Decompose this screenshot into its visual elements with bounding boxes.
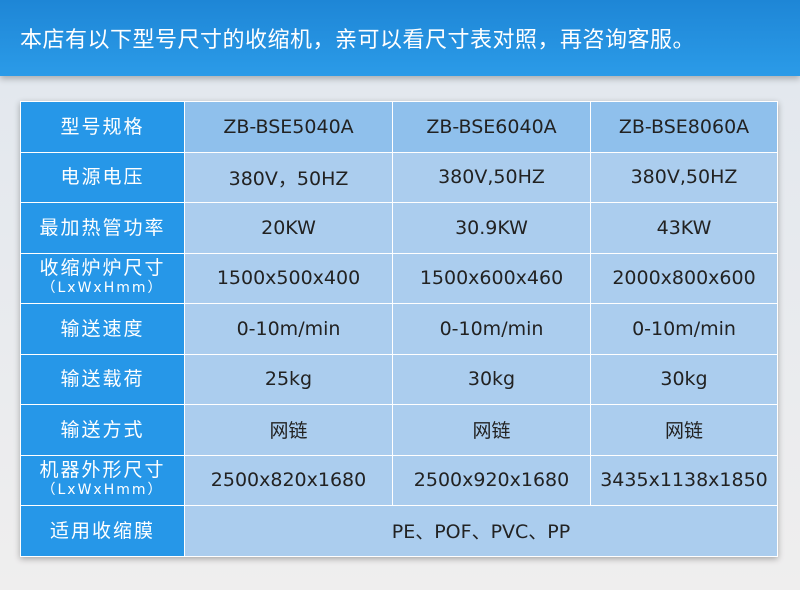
row-label: 输送速度 — [20, 303, 185, 355]
value-cell: 380V,50HZ — [590, 151, 778, 203]
row-label-text: 输送载荷 — [60, 368, 145, 391]
table-row: 型号规格 ZB-BSE5040A ZB-BSE6040A ZB-BSE8060A — [20, 101, 778, 153]
row-label-text: 机器外形尺寸 — [39, 459, 166, 482]
row-label-text: 收缩炉炉尺寸 — [39, 257, 166, 280]
value-cell: 380V，50HZ — [184, 151, 393, 203]
row-label: 最加热管功率 — [20, 202, 185, 254]
value-cell: 20KW — [184, 202, 393, 254]
value-cell: 30kg — [590, 353, 778, 405]
value-cell: 0-10m/min — [590, 303, 778, 355]
value-cell: 25kg — [184, 353, 393, 405]
row-label-text: 输送方式 — [60, 418, 145, 441]
table-row: 输送载荷 25kg 30kg 30kg — [20, 353, 778, 405]
merged-cell: PE、POF、PVC、PP — [184, 505, 778, 557]
row-label: 型号规格 — [20, 101, 185, 153]
table-row: 输送速度 0-10m/min 0-10m/min 0-10m/min — [20, 303, 778, 355]
value-cell: 2000x800x600 — [590, 252, 778, 304]
value-cell: 380V,50HZ — [392, 151, 591, 203]
value-cell: 1500x500x400 — [184, 252, 393, 304]
value-cell: 1500x600x460 — [392, 252, 591, 304]
table-row: 电源电压 380V，50HZ 380V,50HZ 380V,50HZ — [20, 151, 778, 203]
value-cell: 30kg — [392, 353, 591, 405]
row-label-text: 型号规格 — [60, 115, 145, 138]
header-title: 本店有以下型号尺寸的收缩机，亲可以看尺寸表对照，再咨询客服。 — [20, 28, 696, 53]
table-row: 机器外形尺寸 （LxWxHmm） 2500x820x1680 2500x920x168… — [20, 454, 778, 506]
value-cell: 43KW — [590, 202, 778, 254]
row-label-unit: （LxWxHmm） — [41, 280, 164, 297]
value-cell: 网链 — [392, 404, 591, 456]
header-banner: 本店有以下型号尺寸的收缩机，亲可以看尺寸表对照，再咨询客服。 — [0, 0, 800, 76]
value-cell: 0-10m/min — [184, 303, 393, 355]
row-label-text: 输送速度 — [60, 317, 145, 340]
table-row: 最加热管功率 20KW 30.9KW 43KW — [20, 202, 778, 254]
value-cell: 3435x1138x1850 — [590, 454, 778, 506]
row-label-text: 适用收缩膜 — [49, 519, 155, 542]
value-cell: 网链 — [590, 404, 778, 456]
spec-table: 型号规格 ZB-BSE5040A ZB-BSE6040A ZB-BSE8060A 电源电… — [20, 101, 778, 557]
row-label: 输送载荷 — [20, 353, 185, 405]
value-cell: 0-10m/min — [392, 303, 591, 355]
value-cell: 网链 — [184, 404, 393, 456]
value-cell: ZB-BSE8060A — [590, 101, 778, 153]
row-label-text: 电源电压 — [60, 166, 145, 189]
value-cell: 2500x920x1680 — [392, 454, 591, 506]
value-cell: 30.9KW — [392, 202, 591, 254]
value-cell: 2500x820x1680 — [184, 454, 393, 506]
row-label: 适用收缩膜 — [20, 505, 185, 557]
value-cell: ZB-BSE5040A — [184, 101, 393, 153]
row-label: 输送方式 — [20, 404, 185, 456]
row-label: 收缩炉炉尺寸 （LxWxHmm） — [20, 252, 185, 304]
value-cell: ZB-BSE6040A — [392, 101, 591, 153]
table-row: 适用收缩膜 PE、POF、PVC、PP — [20, 505, 778, 557]
row-label-unit: （LxWxHmm） — [41, 482, 164, 499]
table-row: 收缩炉炉尺寸 （LxWxHmm） 1500x500x400 1500x600x460 2… — [20, 252, 778, 304]
row-label-text: 最加热管功率 — [39, 216, 166, 239]
row-label: 机器外形尺寸 （LxWxHmm） — [20, 454, 185, 506]
row-label: 电源电压 — [20, 151, 185, 203]
table-row: 输送方式 网链 网链 网链 — [20, 404, 778, 456]
